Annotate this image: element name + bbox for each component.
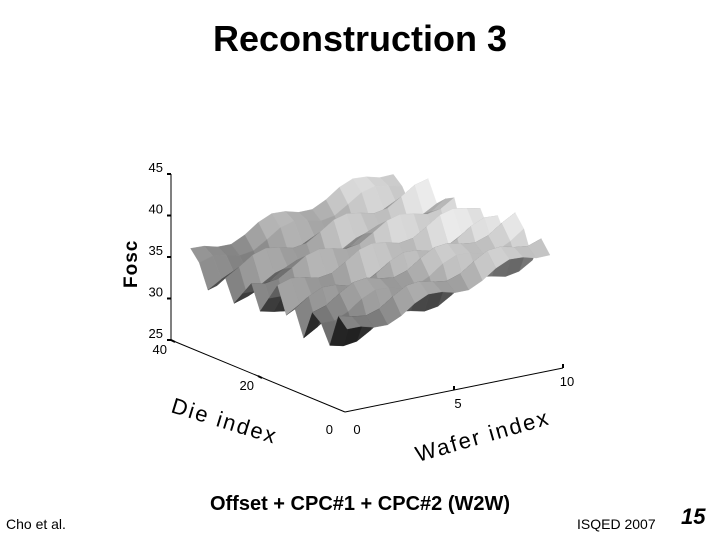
wafer-tick-label: 5	[454, 396, 461, 411]
die-tick-label: 40	[153, 342, 167, 357]
conference-footer: ISQED 2007	[577, 516, 656, 532]
z-tick-label: 40	[149, 202, 163, 217]
z-tick-label: 45	[149, 160, 163, 175]
wafer-tick-label: 10	[560, 374, 574, 389]
z-axis-label: Fosc	[121, 240, 142, 288]
z-tick-label: 35	[149, 243, 163, 258]
page-number: 15	[681, 504, 706, 529]
die-tick-label: 20	[240, 378, 254, 393]
z-tick-label: 25	[149, 326, 163, 341]
wafer-origin-label: 0	[353, 422, 360, 437]
slide-caption: Offset + CPC#1 + CPC#2 (W2W)	[209, 493, 511, 515]
die-origin-label: 0	[326, 422, 333, 437]
die-tick-mark	[170, 339, 176, 343]
die-tick-mark	[257, 375, 263, 379]
z-tick-label: 30	[149, 285, 163, 300]
surface-mesh	[190, 174, 551, 347]
slide-title: Reconstruction 3	[212, 18, 508, 59]
author-footer: Cho et al.	[6, 516, 66, 532]
axes: 45 40 35 30 25 20 40 0 5 10 0	[149, 160, 575, 437]
die-axis-label: Die index	[169, 393, 281, 449]
wafer-axis-label: Wafer index	[412, 405, 552, 467]
surface-patch	[338, 315, 362, 330]
